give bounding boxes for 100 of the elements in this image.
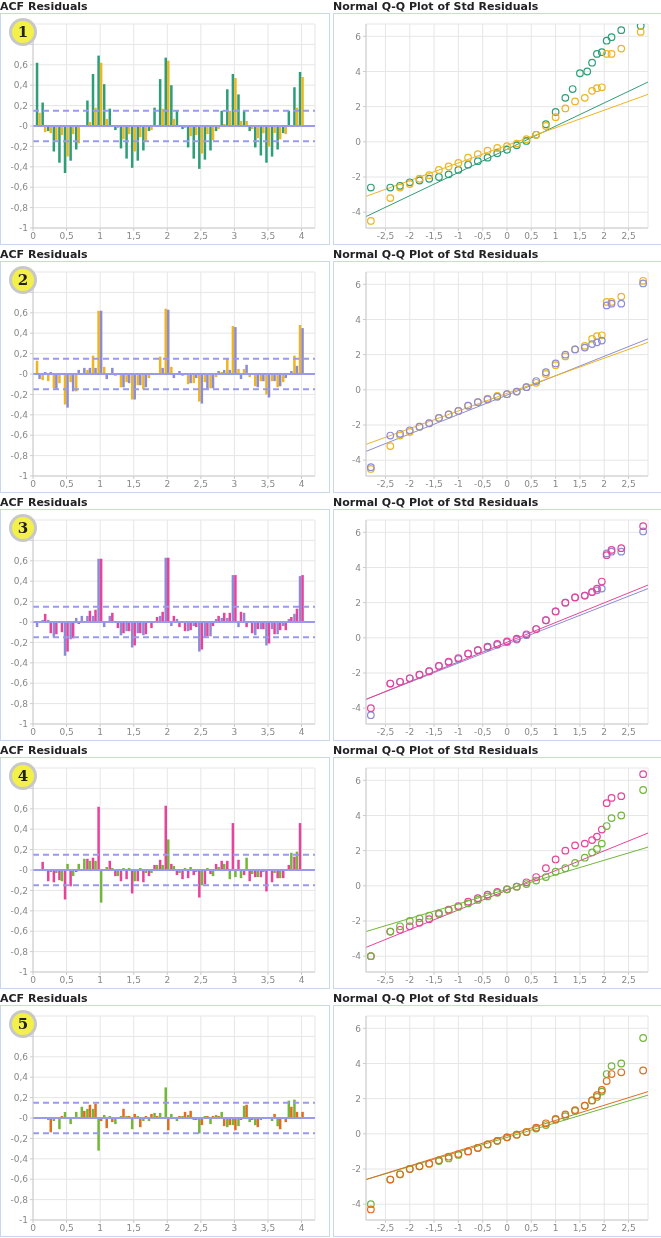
y-tick-label: 0,2 <box>13 348 28 359</box>
x-tick-label: 3,5 <box>260 231 276 242</box>
x-tick-label: 4 <box>298 1223 305 1234</box>
y-tick-label: 2 <box>355 597 361 608</box>
x-tick-label: 0,5 <box>524 727 539 738</box>
y-tick-label: -0 <box>19 121 29 132</box>
x-tick-label: 4 <box>298 727 305 738</box>
x-tick-label: 0,5 <box>59 727 74 738</box>
y-tick-label: 0,4 <box>13 80 29 91</box>
chart-title: Normal Q-Q Plot of Std Residuals <box>333 992 540 1005</box>
x-tick-label: 3,5 <box>260 727 276 738</box>
x-tick-label: -2 <box>405 1223 415 1234</box>
x-tick-label: 2,5 <box>193 231 209 242</box>
y-tick-label: -4 <box>352 455 362 466</box>
x-tick-label: 2 <box>164 479 171 490</box>
text: 1 <box>9 18 37 46</box>
y-tick-label: 0,4 <box>13 824 29 835</box>
x-tick-label: 0 <box>30 479 37 490</box>
x-tick-label: 1,5 <box>126 975 141 986</box>
x-tick-label: 4 <box>298 975 305 986</box>
x-tick-label: 1,5 <box>126 231 141 242</box>
x-tick-label: 1,5 <box>572 479 588 490</box>
x-tick-label: -1 <box>453 727 463 738</box>
y-tick-label: -0,4 <box>10 409 29 420</box>
y-tick-label: -2 <box>352 1164 361 1175</box>
x-tick-label: 2,5 <box>193 727 209 738</box>
y-tick-label: -1 <box>19 1215 28 1226</box>
y-tick-label: -2 <box>352 172 361 183</box>
x-tick-label: 2,5 <box>193 479 209 490</box>
y-tick-label: 2 <box>355 1093 361 1104</box>
y-tick-label: -4 <box>352 703 362 714</box>
x-tick-label: 0,5 <box>59 479 74 490</box>
x-tick-label: 2 <box>601 727 608 738</box>
y-tick-label: 0,4 <box>13 328 29 339</box>
y-tick-label: 0,6 <box>13 307 29 318</box>
y-tick-label: -1 <box>19 967 28 978</box>
y-tick-label: -2 <box>352 916 361 927</box>
x-tick-label: 3,5 <box>260 1223 276 1234</box>
x-tick-label: 0 <box>504 479 511 490</box>
x-tick-label: 1 <box>552 1223 559 1234</box>
x-tick-label: 1,5 <box>126 479 141 490</box>
y-tick-label: -0 <box>19 369 29 380</box>
y-tick-label: -1 <box>19 223 28 234</box>
x-tick-label: 1 <box>97 479 104 490</box>
y-tick-label: -4 <box>352 207 362 218</box>
y-tick-label: 4 <box>355 1058 362 1069</box>
y-tick-label: 2 <box>355 845 361 856</box>
chart-title: Normal Q-Q Plot of Std Residuals <box>333 496 540 509</box>
x-tick-label: -1,5 <box>425 231 443 242</box>
y-tick-label: -0,4 <box>10 905 29 916</box>
x-tick-label: 0 <box>30 231 37 242</box>
x-tick-label: -1,5 <box>425 727 443 738</box>
y-tick-label: -0,6 <box>10 430 29 441</box>
x-tick-label: 3 <box>231 1223 238 1234</box>
x-tick-label: -0,5 <box>473 231 492 242</box>
x-tick-label: -1 <box>453 1223 463 1234</box>
x-tick-label: -1 <box>453 975 463 986</box>
x-tick-label: 1,5 <box>126 727 141 738</box>
x-tick-label: -0,5 <box>473 479 492 490</box>
y-tick-label: -0,6 <box>10 182 29 193</box>
y-tick-label: 0,4 <box>13 1072 29 1083</box>
y-tick-label: 0 <box>355 633 362 644</box>
x-tick-label: 3,5 <box>260 975 276 986</box>
x-tick-label: -2 <box>405 975 415 986</box>
x-tick-label: 0,5 <box>524 479 539 490</box>
x-tick-label: 0 <box>504 1223 511 1234</box>
x-tick-label: 3 <box>231 975 238 986</box>
y-tick-label: 6 <box>355 527 362 538</box>
x-tick-label: 2 <box>164 727 171 738</box>
x-tick-label: 0 <box>504 975 511 986</box>
x-tick-label: 0,5 <box>524 975 539 986</box>
y-tick-label: -0,4 <box>10 1153 29 1164</box>
x-tick-label: 3 <box>231 231 238 242</box>
x-tick-label: 2 <box>601 479 608 490</box>
y-tick-label: 4 <box>355 314 362 325</box>
x-tick-label: 1 <box>552 975 559 986</box>
x-tick-label: 2 <box>164 975 171 986</box>
x-tick-label: 0,5 <box>59 1223 74 1234</box>
chart-title: ACF Residuals <box>0 0 89 13</box>
y-tick-label: -1 <box>19 471 28 482</box>
x-tick-label: 1,5 <box>126 1223 141 1234</box>
y-tick-label: -0,2 <box>10 389 28 400</box>
chart-title: Normal Q-Q Plot of Std Residuals <box>333 248 540 261</box>
x-tick-label: 0,5 <box>524 231 539 242</box>
x-tick-label: -2,5 <box>376 231 395 242</box>
y-tick-label: 0,6 <box>13 803 29 814</box>
y-tick-label: 0,2 <box>13 596 28 607</box>
y-tick-label: 6 <box>355 775 362 786</box>
x-tick-label: -1 <box>453 231 463 242</box>
x-tick-label: 2,5 <box>621 975 636 986</box>
x-tick-label: 1 <box>97 1223 104 1234</box>
x-tick-label: 1,5 <box>572 1223 588 1234</box>
y-tick-label: 0 <box>355 385 362 396</box>
y-tick-label: 6 <box>355 31 362 42</box>
x-tick-label: 2 <box>601 975 608 986</box>
y-tick-label: -0,2 <box>10 885 28 896</box>
y-tick-label: 6 <box>355 1023 362 1034</box>
chart-title: Normal Q-Q Plot of Std Residuals <box>333 0 540 13</box>
y-tick-label: 4 <box>355 562 362 573</box>
y-tick-label: -0 <box>19 865 29 876</box>
